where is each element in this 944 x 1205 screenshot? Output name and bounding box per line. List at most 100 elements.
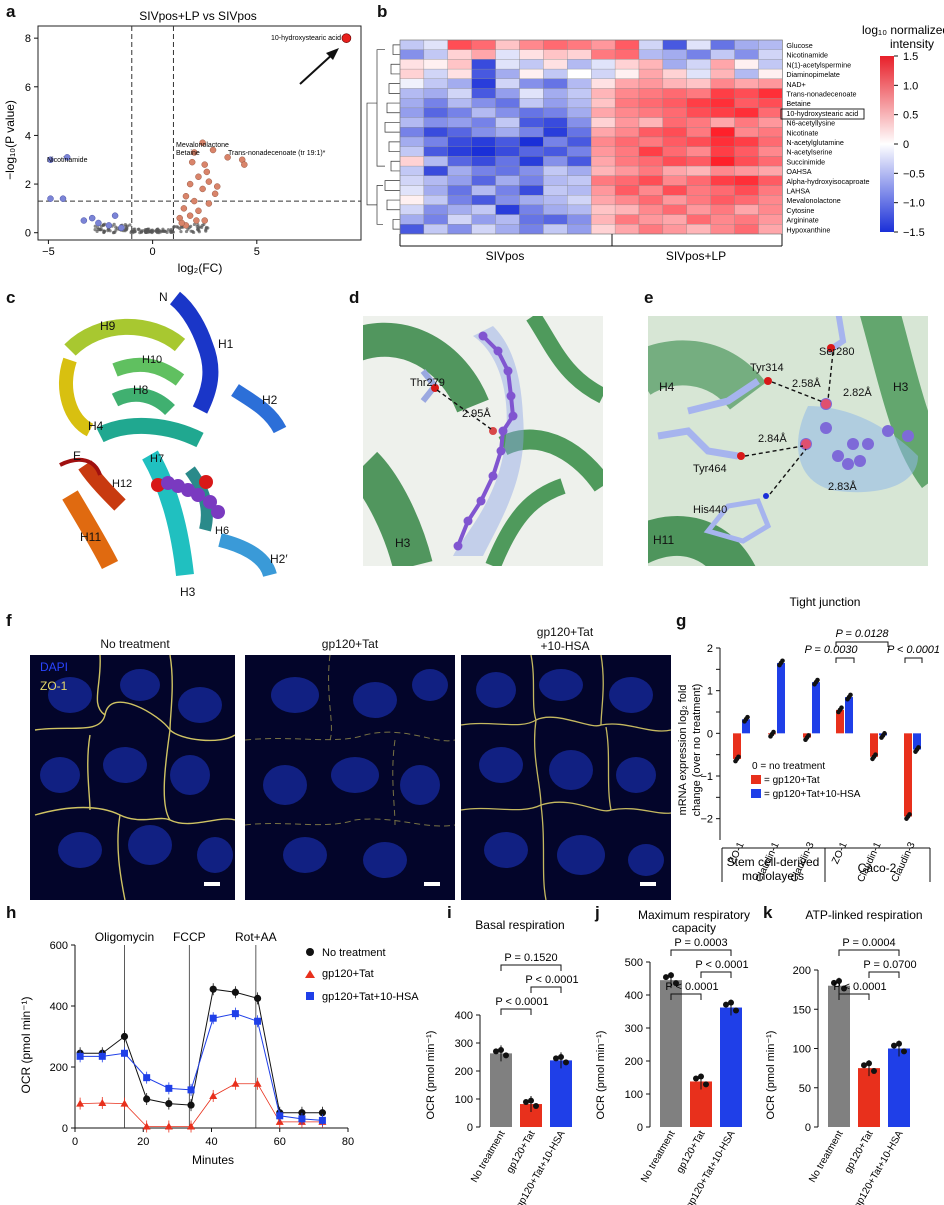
heatmap-cell (734, 117, 759, 128)
heatmap-cell (495, 78, 520, 89)
volcano-ns-point (98, 228, 102, 232)
y-tick-label: 100 (625, 1089, 643, 1101)
heatmap-cell (423, 175, 448, 186)
d-label-distance: 2.95Å (462, 408, 491, 420)
panel-label-c: c (6, 288, 16, 307)
heatmap-cell (471, 39, 496, 50)
e-label-his440: His440 (693, 504, 728, 516)
helix-h9-tail (59, 357, 94, 437)
data-dot (728, 999, 734, 1006)
micro-title-2: gp120+Tat (321, 637, 379, 651)
volcano-up-point (199, 185, 206, 193)
h-point (142, 1122, 151, 1130)
heatmap-cell (710, 39, 735, 50)
h-x-label: Minutes (192, 1153, 234, 1167)
bracket (670, 993, 702, 1000)
heatmap-cell (399, 107, 425, 118)
e-label-tyr314: Tyr314 (750, 362, 784, 374)
g-dot (736, 754, 741, 760)
heatmap-cell (686, 68, 711, 79)
heatmap-cell (591, 127, 616, 138)
data-dot (668, 972, 674, 979)
heatmap-cell (447, 117, 472, 128)
heatmap-cell (423, 136, 448, 147)
heatmap-cell (543, 195, 568, 206)
micro-image-2-drawing (245, 655, 455, 886)
heatmap-cell (567, 107, 592, 118)
heatmap-cell (638, 146, 664, 157)
heatmap-cell (662, 127, 687, 138)
g-dot (745, 714, 750, 720)
heatmap-cell (591, 195, 616, 206)
heatmap-cell (638, 224, 664, 235)
volcano-up-point (205, 200, 213, 207)
heatmap-cell (399, 59, 425, 70)
volcano-down-point (47, 156, 54, 163)
heatmap-cell (734, 214, 759, 225)
heatmap-cell (495, 165, 520, 176)
ann-betaine: Betaine (176, 150, 200, 157)
volcano-ns-point (178, 226, 182, 231)
heatmap-cell (614, 59, 640, 70)
heatmap-cell (519, 68, 544, 79)
volcano-up-point (199, 139, 206, 146)
heatmap-cell (471, 165, 496, 176)
heatmap-cell (591, 39, 616, 50)
heatmap-cell (519, 117, 544, 128)
h-point (187, 1122, 196, 1130)
dendrogram-branch (388, 141, 400, 152)
heatmap-cell (662, 136, 687, 147)
heatmap-cell (471, 224, 496, 235)
data-dot (493, 1048, 499, 1055)
heatmap-cell (567, 224, 592, 235)
volcano-up-point (224, 154, 231, 161)
heatmap-cell (495, 117, 520, 128)
heatmap-cell (758, 185, 783, 196)
x-tick-label: No treatment (807, 1129, 846, 1185)
heatmap-cell (447, 224, 472, 235)
h-point (164, 1122, 173, 1130)
y-tick-label: 0 (637, 1122, 643, 1134)
heatmap-row-label: N(1)-acetylspermine (786, 60, 851, 69)
heatmap-cell (399, 214, 425, 225)
heatmap-cell (495, 146, 520, 157)
bar (490, 1053, 512, 1127)
g-legend-2: = gp120+Tat+10-HSA (764, 789, 861, 800)
volcano-up-point (191, 197, 198, 205)
k-title: ATP-linked respiration (805, 908, 922, 922)
dendrogram-branch (376, 49, 385, 167)
g-group-stem-2: monolayers (742, 869, 804, 883)
pvalue: P = 0.0004 (842, 937, 895, 949)
heatmap-cell (519, 175, 544, 186)
h-legend-1: gp120+Tat (322, 968, 374, 980)
heatmap-cell (614, 214, 640, 225)
protein-structure-image (40, 290, 340, 605)
volcano-down-point (63, 154, 71, 161)
helix-h12 (78, 460, 126, 511)
heatmap-cell (495, 214, 520, 225)
pvalue: P < 0.0001 (525, 974, 578, 986)
heatmap-cell (423, 146, 448, 157)
heatmap-cell (662, 146, 687, 157)
heatmap-cell (495, 195, 520, 206)
heatmap-cell (423, 156, 448, 167)
heatmap-cell (591, 156, 616, 167)
volcano-ns-point (123, 222, 127, 227)
h-point (209, 985, 217, 993)
g-bar (845, 697, 853, 734)
heatmap-cell (686, 146, 711, 157)
heatmap-cell (710, 136, 735, 147)
heatmap-cell (662, 214, 687, 225)
volcano-ns-point (179, 229, 183, 234)
heatmap-cell (399, 185, 425, 196)
g-bar (904, 733, 912, 817)
volcano-up-point (241, 161, 248, 168)
heatmap-cell (662, 39, 687, 50)
micro-image-3 (461, 655, 671, 900)
heatmap-cell (591, 88, 616, 99)
ocr-timecourse-chart: 0 20 40 60 80 0 200 400 600 Oligomycin FCCP Rot+AA… (19, 930, 419, 1167)
heatmap-cell (614, 156, 640, 167)
heatmap-row-label: Betaine (786, 99, 810, 108)
heatmap-cell (614, 185, 640, 196)
pvalue: P < 0.0001 (695, 959, 748, 971)
